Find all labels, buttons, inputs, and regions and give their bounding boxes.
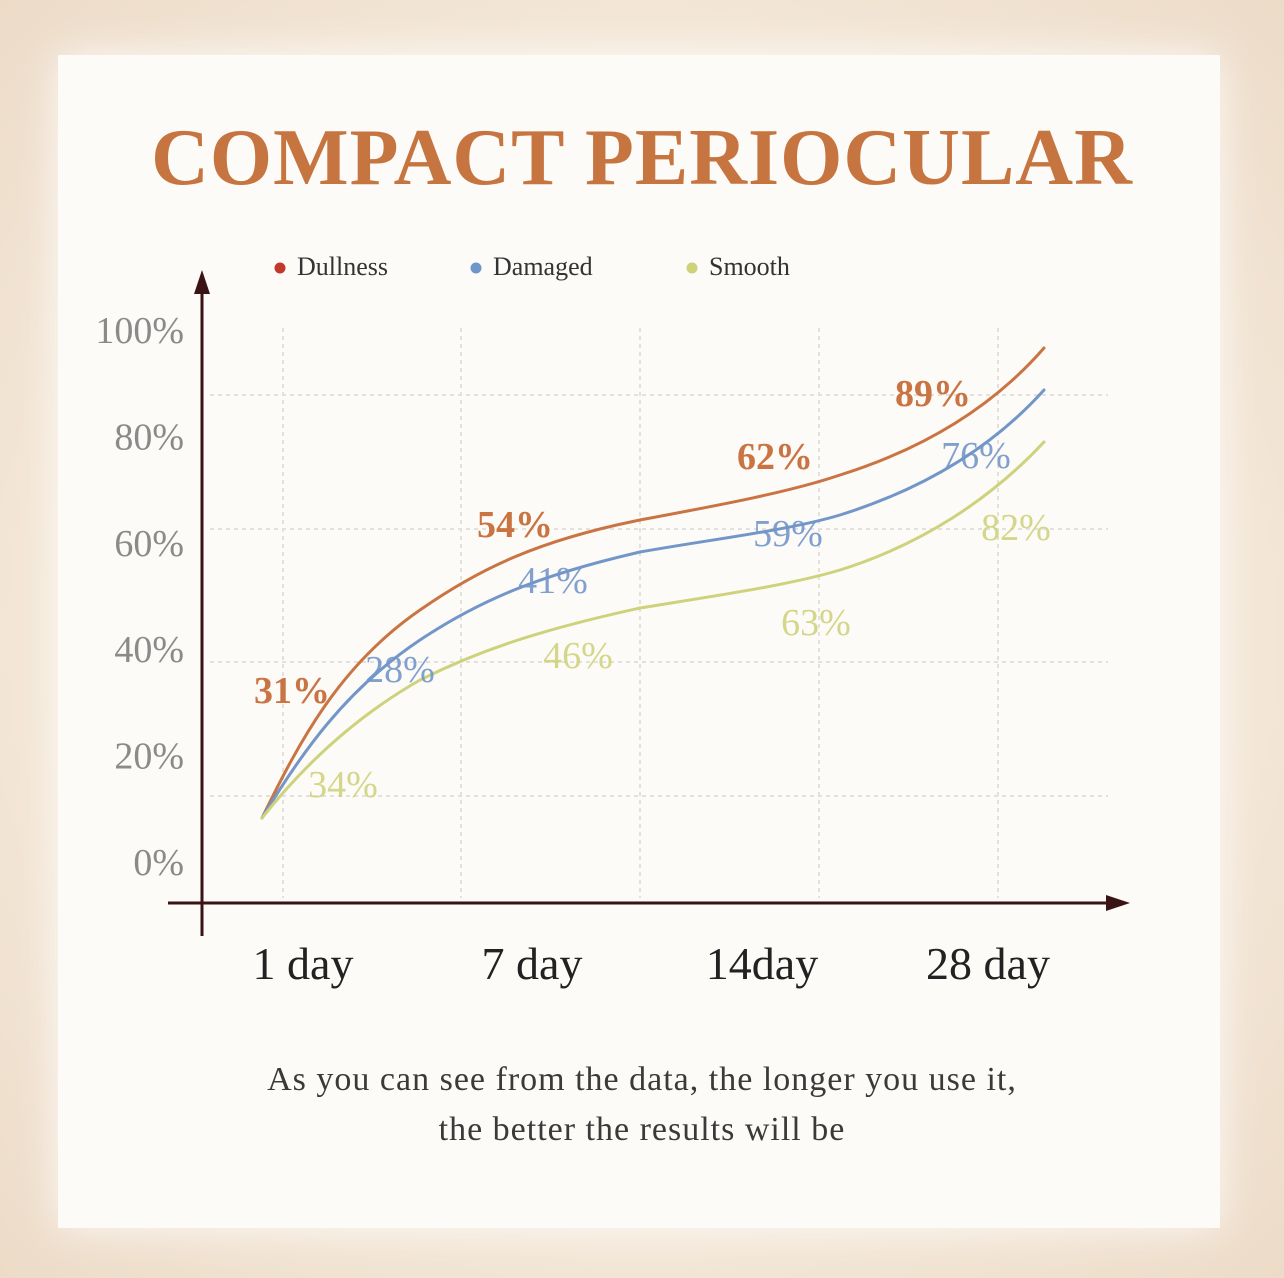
data-label-damaged: 28% [365,649,435,691]
data-label-dullness: 54% [477,504,553,546]
data-label-dullness: 89% [895,373,971,415]
chart-title: COMPACT PERIOCULAR [151,114,1133,202]
data-label-damaged: 76% [941,435,1011,477]
series-line-damaged [260,388,1046,820]
legend-marker-damaged [470,262,482,274]
y-tick-label: 60% [114,523,184,565]
x-tick-labels: 1 day 7 day 14day 28 day [253,938,1050,989]
legend-marker-smooth [686,262,698,274]
x-tick-label: 28 day [926,938,1050,989]
y-tick-labels: 0% 20% 40% 60% 80% 100% [95,310,184,884]
data-label-dullness: 62% [737,436,813,478]
legend-marker-dullness [274,262,286,274]
caption-line-1: As you can see from the data, the longer… [267,1061,1017,1098]
legend-label-smooth: Smooth [709,252,790,281]
x-tick-label: 14day [706,938,818,989]
caption-line-2: the better the results will be [438,1111,846,1148]
series-line-dullness [260,346,1046,820]
chart-axes [168,270,1130,936]
x-axis-arrow [1106,895,1130,911]
y-tick-label: 100% [95,310,184,352]
legend-label-dullness: Dullness [297,252,388,281]
data-label-smooth: 82% [981,507,1051,549]
series-lines [260,346,1046,820]
x-tick-label: 1 day [253,938,354,989]
y-tick-label: 80% [114,416,184,458]
data-label-damaged: 59% [753,513,823,555]
legend: Dullness Damaged Smooth [274,252,790,281]
y-tick-label: 0% [133,842,184,884]
y-tick-label: 40% [114,629,184,671]
legend-label-damaged: Damaged [493,252,593,281]
series-line-smooth [260,440,1046,820]
data-labels: 31% 54% 62% 89% 28% 41% 59% 76% 34% 46% 63% 82% [254,373,1051,806]
data-label-dullness: 31% [254,670,330,712]
x-tick-label: 7 day [482,938,583,989]
grid-lines [210,328,1108,898]
y-axis-arrow [194,270,210,294]
data-label-smooth: 46% [543,635,613,677]
data-label-damaged: 41% [518,560,588,602]
y-tick-label: 20% [114,736,184,778]
data-label-smooth: 63% [781,602,851,644]
data-label-smooth: 34% [308,764,378,806]
